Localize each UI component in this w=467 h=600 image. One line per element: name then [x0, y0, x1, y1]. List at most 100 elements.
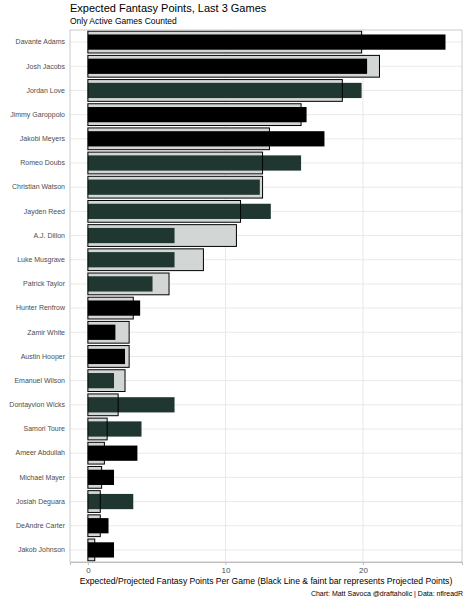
y-tick-label: Zamir White	[27, 329, 65, 336]
expected-bar	[88, 470, 114, 485]
y-tick-label: Emanuel Wilson	[14, 377, 65, 384]
expected-bar	[88, 349, 125, 364]
expected-bar	[88, 518, 109, 533]
y-tick: Davante Adams	[16, 38, 70, 45]
y-tick-label: Patrick Taylor	[23, 280, 66, 288]
grid-line	[70, 477, 462, 478]
expected-bar	[88, 494, 133, 509]
y-tick: Michael Mayer	[19, 474, 70, 482]
plot-frame	[70, 30, 462, 562]
plot-background	[70, 30, 462, 562]
y-tick: Luke Musgrave	[17, 256, 70, 264]
y-tick: Jakob Johnson	[18, 546, 70, 553]
x-tick-label: 10	[221, 566, 230, 575]
projected-bar	[88, 249, 204, 271]
x-axis-title: Expected/Projected Fantasy Points Per Ga…	[80, 576, 453, 586]
projected-outline	[88, 321, 129, 343]
y-tick-label: Jayden Reed	[24, 208, 65, 216]
subtitle: Only Active Games Counted	[70, 16, 177, 26]
y-tick: Emanuel Wilson	[14, 377, 70, 384]
x-tick-mark	[225, 562, 226, 565]
projected-outline	[88, 370, 125, 392]
projected-outline	[88, 249, 204, 271]
y-tick-label: Samori Toure	[23, 425, 65, 432]
x-tick: 10	[221, 562, 230, 575]
projected-outline	[88, 273, 169, 295]
projected-outline	[88, 491, 100, 513]
y-axis: Davante Adams Josh Jacobs Jordan Love Jimmy…	[9, 31, 70, 563]
expected-bar	[88, 180, 260, 195]
y-tick: Jimmy Garoppolo	[10, 111, 70, 119]
caption: Chart: Matt Savoca @draftaholic | Data: …	[311, 590, 463, 598]
y-tick: Christian Watson	[12, 183, 70, 190]
grid-line	[362, 30, 363, 562]
projected-outline	[88, 80, 342, 102]
expected-bar	[88, 252, 175, 267]
projected-bar	[88, 346, 129, 368]
expected-bar	[88, 397, 175, 412]
projected-outline	[88, 466, 102, 488]
y-tick: Hunter Renfrow	[16, 304, 70, 311]
projected-outline	[88, 297, 133, 319]
x-tick: 0	[86, 562, 91, 575]
projected-outline	[88, 418, 107, 440]
expected-bar	[88, 300, 140, 315]
y-axis-line	[70, 31, 71, 563]
projected-outline	[88, 442, 105, 464]
y-tick: Jayden Reed	[24, 208, 70, 216]
y-tick-label: Davante Adams	[16, 38, 66, 45]
projected-bar	[88, 370, 125, 392]
expected-bar	[88, 446, 138, 461]
y-tick-label: Jakob Johnson	[18, 546, 65, 553]
expected-bar	[88, 155, 301, 170]
projected-outline	[88, 128, 270, 150]
projected-outline	[88, 200, 241, 222]
expected-bar	[88, 204, 271, 219]
expected-bar	[88, 83, 362, 98]
y-tick-label: Austin Hooper	[21, 353, 66, 361]
expected-bar	[88, 107, 307, 122]
expected-bar	[88, 131, 325, 146]
projected-outline	[88, 55, 380, 77]
y-tick-label: Jakobi Meyers	[20, 135, 66, 143]
y-tick: Samori Toure	[23, 425, 70, 432]
y-tick: A.J. Dillon	[33, 232, 70, 239]
projected-outline	[88, 515, 100, 537]
x-tick: 20	[359, 562, 368, 575]
projected-outline	[88, 394, 118, 416]
grid-line	[70, 380, 462, 381]
y-tick: DeAndre Carter	[16, 522, 70, 529]
expected-bar	[88, 542, 114, 557]
y-tick: Jordan Love	[26, 87, 70, 94]
y-tick: Josh Jacobs	[26, 63, 70, 70]
y-tick-label: Romeo Doubs	[20, 159, 65, 166]
y-tick: Romeo Doubs	[20, 159, 70, 166]
grid-line	[70, 525, 462, 526]
projected-bar	[88, 55, 380, 77]
projected-outline	[88, 346, 129, 368]
projected-outline	[88, 225, 237, 247]
y-tick: Dontayvion Wicks	[9, 401, 70, 409]
x-axis: 0 10 20	[71, 562, 463, 575]
expected-bar	[88, 276, 153, 291]
y-tick: Zamir White	[27, 329, 70, 336]
projected-outline	[88, 176, 263, 198]
projected-bar	[88, 225, 237, 247]
expected-bar	[88, 325, 116, 340]
expected-bar	[88, 373, 114, 388]
expected-bar	[88, 59, 367, 74]
projected-outline	[88, 539, 95, 561]
y-tick: Jakobi Meyers	[20, 135, 70, 143]
y-tick-label: Jordan Love	[26, 87, 65, 94]
expected-bar	[88, 421, 142, 436]
x-tick-mark	[88, 562, 89, 565]
y-tick-label: DeAndre Carter	[16, 522, 66, 529]
y-tick: Ameer Abdullah	[16, 449, 70, 456]
projected-outline	[88, 31, 362, 53]
projected-outline	[88, 152, 263, 174]
projected-bar	[88, 176, 263, 198]
expected-bar	[88, 34, 446, 49]
y-tick-label: Christian Watson	[12, 183, 65, 190]
projected-bar	[88, 273, 169, 295]
x-axis-line	[71, 563, 463, 566]
